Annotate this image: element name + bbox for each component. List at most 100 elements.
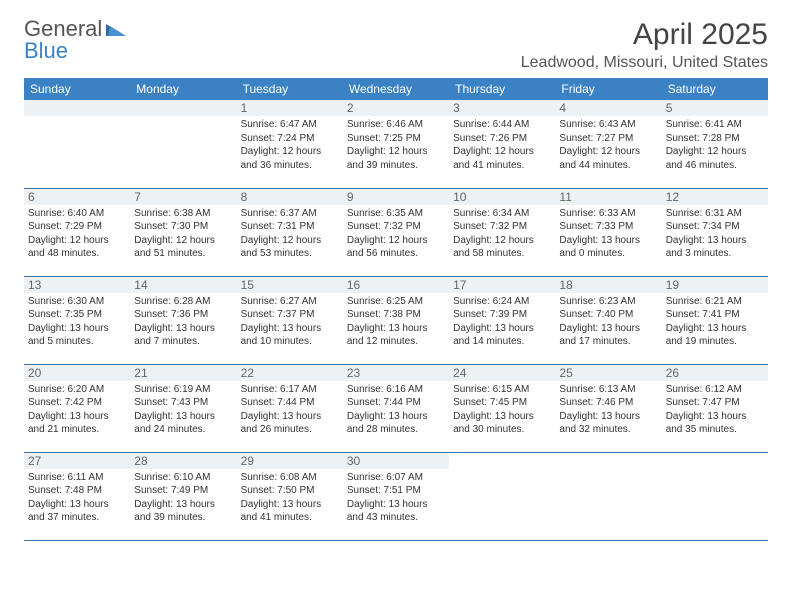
day-number: 4: [555, 100, 661, 116]
location-text: Leadwood, Missouri, United States: [521, 54, 768, 72]
day-details: Sunrise: 6:19 AMSunset: 7:43 PMDaylight:…: [134, 383, 232, 437]
day-number: 21: [130, 365, 236, 381]
day-header: Friday: [555, 78, 661, 100]
day-number: 14: [130, 277, 236, 293]
day-header: Sunday: [24, 78, 130, 100]
day-header: Thursday: [449, 78, 555, 100]
day-details: Sunrise: 6:24 AMSunset: 7:39 PMDaylight:…: [453, 295, 551, 349]
calendar-cell: 29 Sunrise: 6:08 AMSunset: 7:50 PMDayligh…: [237, 452, 343, 540]
day-details: Sunrise: 6:27 AMSunset: 7:37 PMDaylight:…: [241, 295, 339, 349]
day-number-empty: [24, 100, 130, 116]
day-number: 10: [449, 189, 555, 205]
day-number: 20: [24, 365, 130, 381]
calendar-row: 27 Sunrise: 6:11 AMSunset: 7:48 PMDayligh…: [24, 452, 768, 540]
calendar-cell: 4Sunrise: 6:43 AMSunset: 7:27 PMDaylight…: [555, 100, 661, 188]
calendar-cell: 17 Sunrise: 6:24 AMSunset: 7:39 PMDayligh…: [449, 276, 555, 364]
calendar-cell: 26 Sunrise: 6:12 AMSunset: 7:47 PMDayligh…: [662, 364, 768, 452]
calendar-cell: 2 Sunrise: 6:46 AMSunset: 7:25 PMDaylight…: [343, 100, 449, 188]
day-number: 22: [237, 365, 343, 381]
calendar-cell: 23 Sunrise: 6:16 AMSunset: 7:44 PMDayligh…: [343, 364, 449, 452]
calendar-row: 6Sunrise: 6:40 AMSunset: 7:29 PMDaylight…: [24, 188, 768, 276]
day-number: 16: [343, 277, 449, 293]
logo-text-2: Blue: [24, 38, 68, 63]
day-number: 12: [662, 189, 768, 205]
calendar-cell: 30Sunrise: 6:07 AMSunset: 7:51 PMDayligh…: [343, 452, 449, 540]
day-header: Saturday: [662, 78, 768, 100]
day-number: 8: [237, 189, 343, 205]
day-details: Sunrise: 6:23 AMSunset: 7:40 PMDaylight:…: [559, 295, 657, 349]
day-details: Sunrise: 6:33 AMSunset: 7:33 PMDaylight:…: [559, 207, 657, 261]
day-number: 11: [555, 189, 661, 205]
day-number: 17: [449, 277, 555, 293]
calendar-row: 13 Sunrise: 6:30 AMSunset: 7:35 PMDayligh…: [24, 276, 768, 364]
day-number: 2: [343, 100, 449, 116]
calendar-table: SundayMondayTuesdayWednesdayThursdayFrid…: [24, 78, 768, 541]
calendar-cell: 27 Sunrise: 6:11 AMSunset: 7:48 PMDayligh…: [24, 452, 130, 540]
calendar-cell: 19 Sunrise: 6:21 AMSunset: 7:41 PMDayligh…: [662, 276, 768, 364]
day-number-empty: [130, 100, 236, 116]
calendar-cell: 13 Sunrise: 6:30 AMSunset: 7:35 PMDayligh…: [24, 276, 130, 364]
calendar-cell: 9Sunrise: 6:35 AMSunset: 7:32 PMDaylight…: [343, 188, 449, 276]
day-number: 29: [237, 453, 343, 469]
day-details: Sunrise: 6:37 AMSunset: 7:31 PMDaylight:…: [241, 207, 339, 261]
day-details: Sunrise: 6:44 AMSunset: 7:26 PMDaylight:…: [453, 118, 551, 172]
day-details: Sunrise: 6:12 AMSunset: 7:47 PMDaylight:…: [666, 383, 764, 437]
day-details: Sunrise: 6:17 AMSunset: 7:44 PMDaylight:…: [241, 383, 339, 437]
day-details: Sunrise: 6:28 AMSunset: 7:36 PMDaylight:…: [134, 295, 232, 349]
day-details: Sunrise: 6:46 AMSunset: 7:25 PMDaylight:…: [347, 118, 445, 172]
day-number: 15: [237, 277, 343, 293]
calendar-cell: 22 Sunrise: 6:17 AMSunset: 7:44 PMDayligh…: [237, 364, 343, 452]
calendar-cell: 20Sunrise: 6:20 AMSunset: 7:42 PMDayligh…: [24, 364, 130, 452]
calendar-cell: 12Sunrise: 6:31 AMSunset: 7:34 PMDayligh…: [662, 188, 768, 276]
logo: General Blue: [24, 18, 126, 62]
day-number: 23: [343, 365, 449, 381]
day-header: Wednesday: [343, 78, 449, 100]
day-number: 19: [662, 277, 768, 293]
calendar-cell: 24 Sunrise: 6:15 AMSunset: 7:45 PMDayligh…: [449, 364, 555, 452]
day-number: 27: [24, 453, 130, 469]
day-details: Sunrise: 6:47 AMSunset: 7:24 PMDaylight:…: [241, 118, 339, 172]
title-block: April 2025 Leadwood, Missouri, United St…: [521, 18, 768, 72]
calendar-cell: 15 Sunrise: 6:27 AMSunset: 7:37 PMDayligh…: [237, 276, 343, 364]
day-details: Sunrise: 6:38 AMSunset: 7:30 PMDaylight:…: [134, 207, 232, 261]
day-number: 25: [555, 365, 661, 381]
day-number: 18: [555, 277, 661, 293]
day-number: 1: [237, 100, 343, 116]
calendar-cell: 28 Sunrise: 6:10 AMSunset: 7:49 PMDayligh…: [130, 452, 236, 540]
day-number: 13: [24, 277, 130, 293]
calendar-cell: [130, 100, 236, 188]
day-number: 6: [24, 189, 130, 205]
day-header: Monday: [130, 78, 236, 100]
day-details: Sunrise: 6:16 AMSunset: 7:44 PMDaylight:…: [347, 383, 445, 437]
day-details: Sunrise: 6:30 AMSunset: 7:35 PMDaylight:…: [28, 295, 126, 349]
calendar-cell: 21 Sunrise: 6:19 AMSunset: 7:43 PMDayligh…: [130, 364, 236, 452]
day-details: Sunrise: 6:13 AMSunset: 7:46 PMDaylight:…: [559, 383, 657, 437]
day-number: 3: [449, 100, 555, 116]
calendar-cell: [662, 452, 768, 540]
calendar-cell: 11 Sunrise: 6:33 AMSunset: 7:33 PMDayligh…: [555, 188, 661, 276]
day-number: 5: [662, 100, 768, 116]
day-details: Sunrise: 6:15 AMSunset: 7:45 PMDaylight:…: [453, 383, 551, 437]
day-number: 26: [662, 365, 768, 381]
day-details: Sunrise: 6:21 AMSunset: 7:41 PMDaylight:…: [666, 295, 764, 349]
day-details: Sunrise: 6:08 AMSunset: 7:50 PMDaylight:…: [241, 471, 339, 525]
logo-triangle-icon: [106, 18, 126, 40]
calendar-body: 1 Sunrise: 6:47 AMSunset: 7:24 PMDaylight…: [24, 100, 768, 540]
page-title: April 2025: [521, 18, 768, 52]
day-details: Sunrise: 6:25 AMSunset: 7:38 PMDaylight:…: [347, 295, 445, 349]
day-number: 9: [343, 189, 449, 205]
calendar-cell: 6Sunrise: 6:40 AMSunset: 7:29 PMDaylight…: [24, 188, 130, 276]
calendar-row: 20Sunrise: 6:20 AMSunset: 7:42 PMDayligh…: [24, 364, 768, 452]
day-number: 24: [449, 365, 555, 381]
day-details: Sunrise: 6:11 AMSunset: 7:48 PMDaylight:…: [28, 471, 126, 525]
calendar-cell: 10Sunrise: 6:34 AMSunset: 7:32 PMDayligh…: [449, 188, 555, 276]
calendar-cell: [555, 452, 661, 540]
calendar-cell: 3 Sunrise: 6:44 AMSunset: 7:26 PMDaylight…: [449, 100, 555, 188]
day-number: 28: [130, 453, 236, 469]
header: General Blue April 2025 Leadwood, Missou…: [24, 18, 768, 72]
calendar-cell: 18 Sunrise: 6:23 AMSunset: 7:40 PMDayligh…: [555, 276, 661, 364]
calendar-cell: 8 Sunrise: 6:37 AMSunset: 7:31 PMDaylight…: [237, 188, 343, 276]
calendar-cell: [449, 452, 555, 540]
day-details: Sunrise: 6:10 AMSunset: 7:49 PMDaylight:…: [134, 471, 232, 525]
day-details: Sunrise: 6:07 AMSunset: 7:51 PMDaylight:…: [347, 471, 445, 525]
